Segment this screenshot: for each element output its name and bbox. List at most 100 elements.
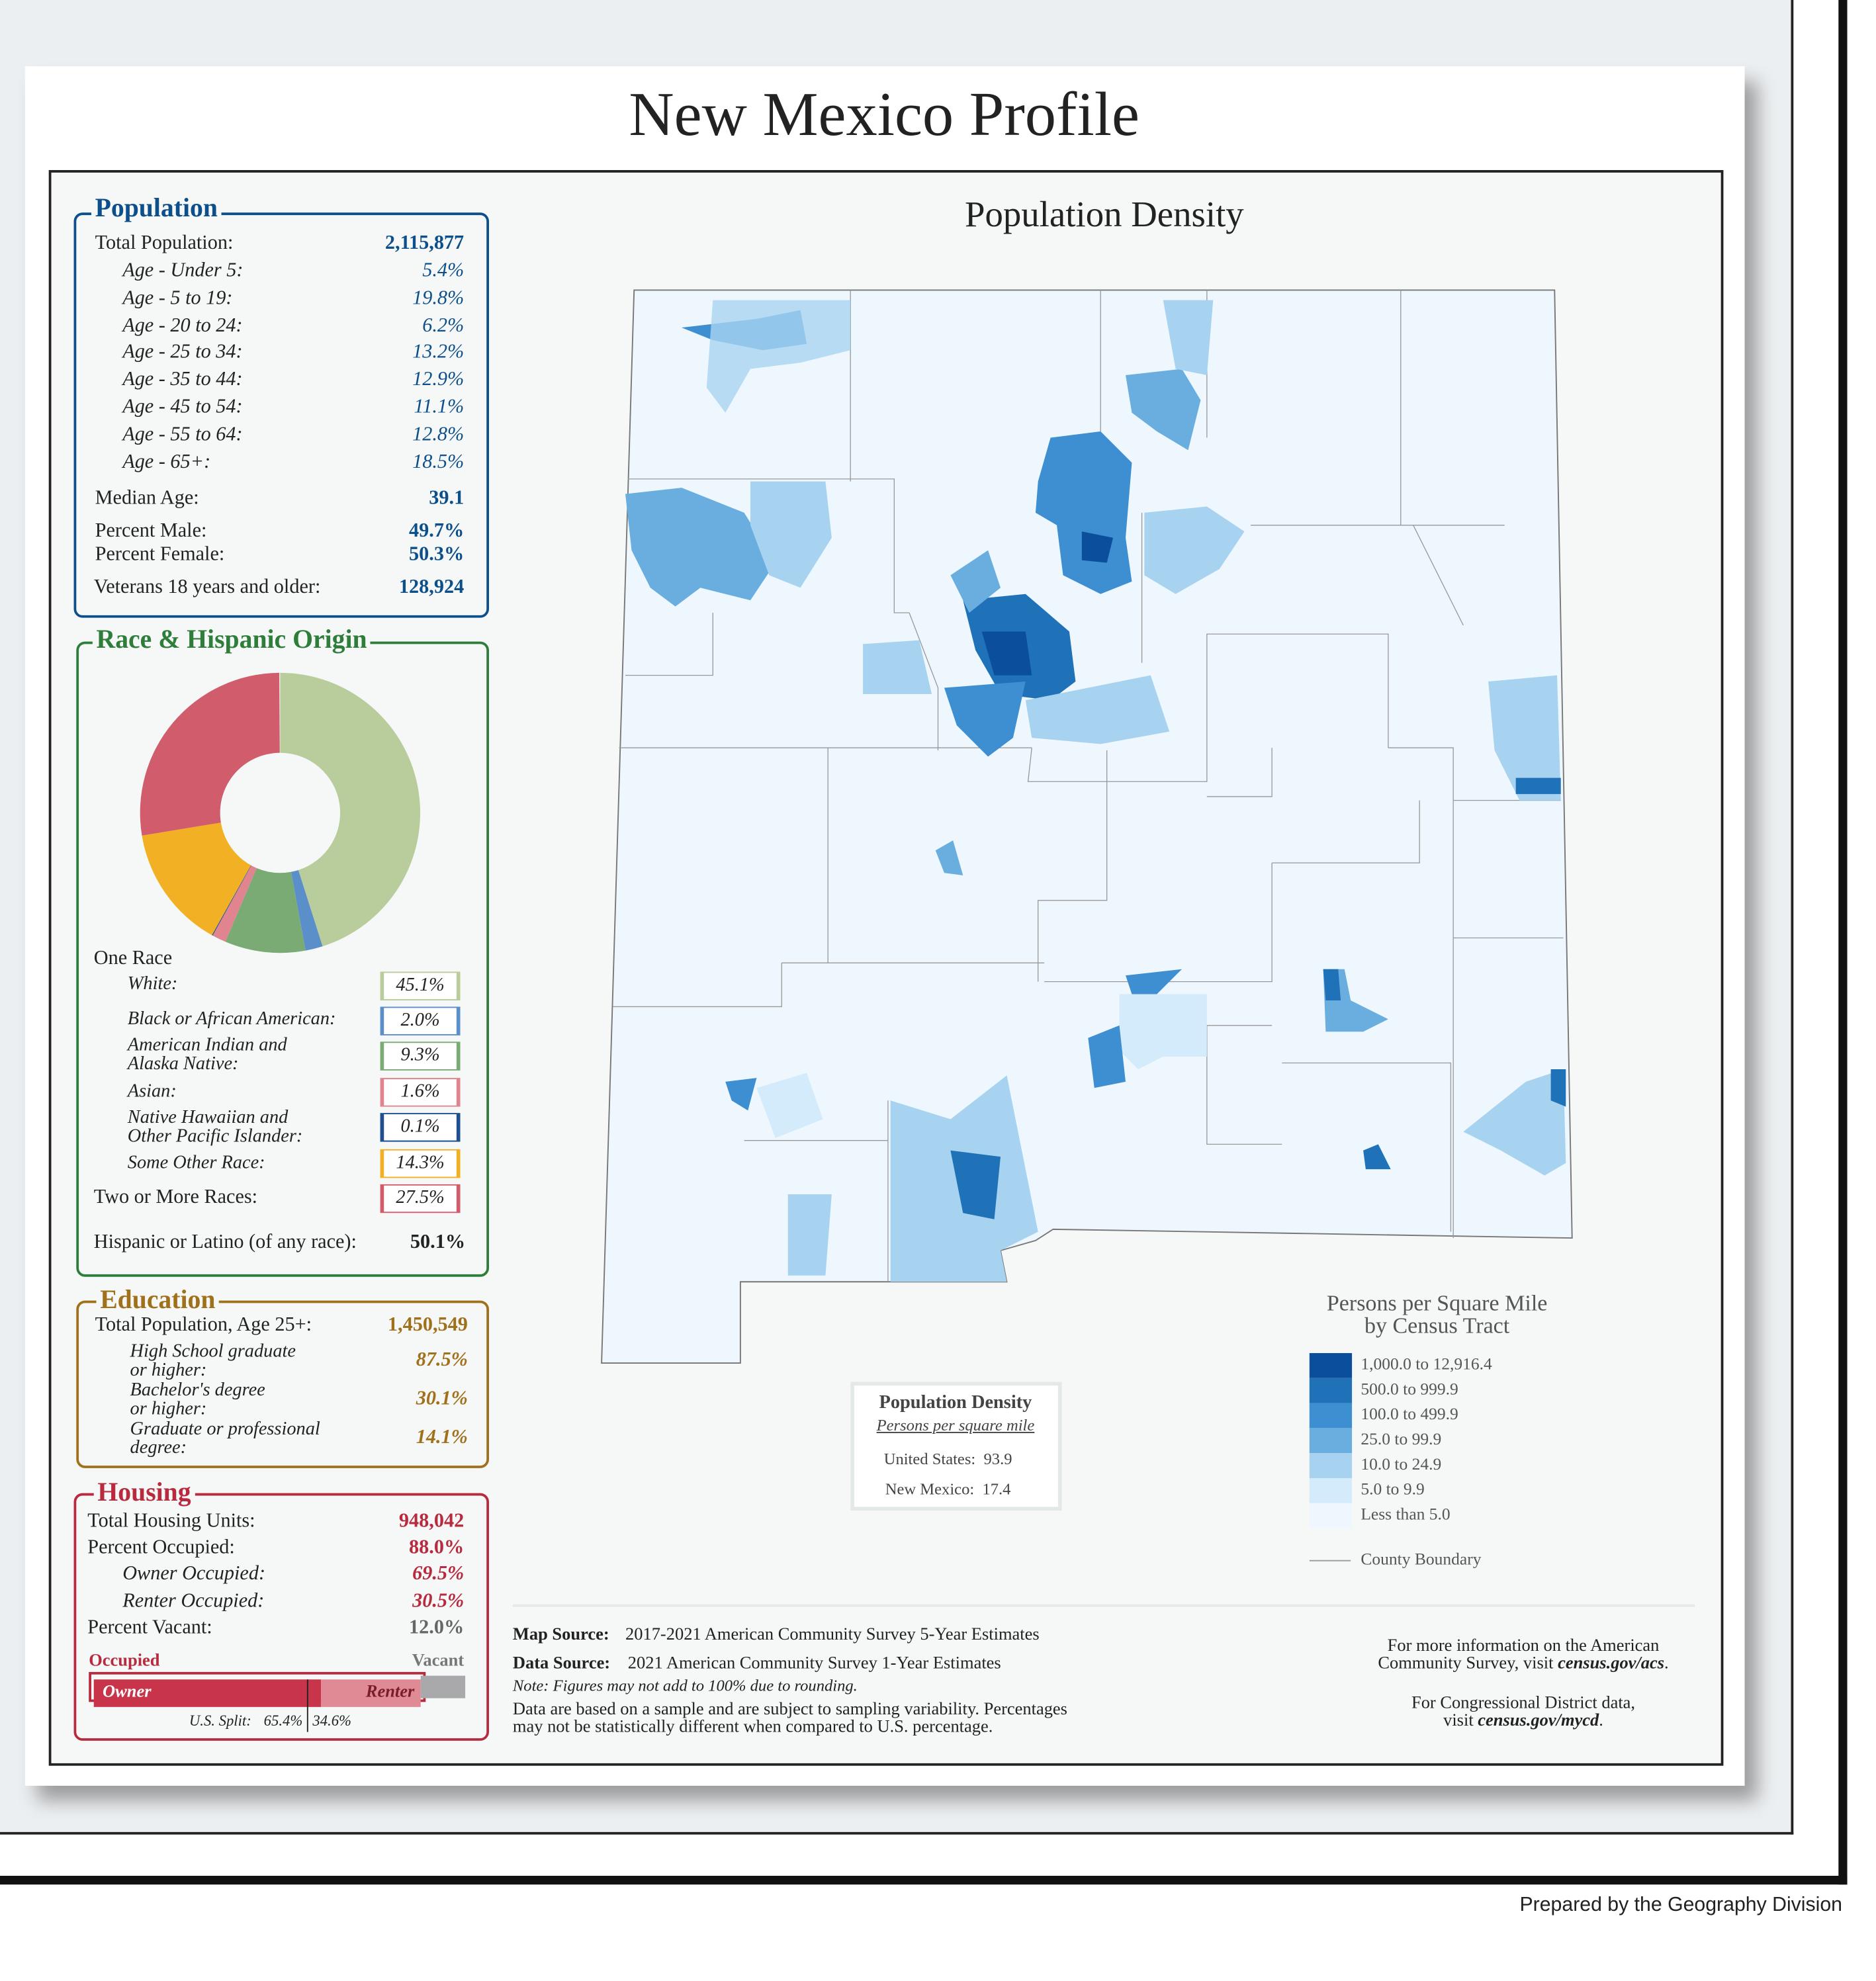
edu-label: Bachelor's degree or higher: xyxy=(130,1380,265,1419)
section-heading: Population xyxy=(91,194,222,222)
donut-slice xyxy=(280,672,421,947)
legend-label: 5.0 to 9.9 xyxy=(1361,1479,1425,1499)
row-value: 2,115,877 xyxy=(384,232,465,254)
age-value: 6.2% xyxy=(422,314,465,336)
legend-swatch xyxy=(1309,1403,1353,1429)
info-note: For Congressional District data, visit c… xyxy=(1336,1694,1711,1732)
donut-slice xyxy=(142,822,251,936)
legend-swatch xyxy=(1309,1503,1353,1528)
age-label: Age - 25 to 34: xyxy=(122,341,243,363)
legend-label: 1,000.0 to 12,916.4 xyxy=(1361,1354,1492,1374)
row-value: 128,924 xyxy=(398,576,465,598)
info-title: Population Density xyxy=(879,1393,1032,1413)
vacant-bar xyxy=(420,1675,466,1698)
donut-slice xyxy=(290,869,323,951)
legend-label: 10.0 to 24.9 xyxy=(1361,1454,1442,1474)
map-title: Population Density xyxy=(964,195,1244,236)
bar-label: Vacant xyxy=(412,1651,465,1671)
race-label: White: xyxy=(127,974,178,994)
row-value: 50.1% xyxy=(410,1231,466,1253)
row-value: 49.7% xyxy=(409,520,465,542)
race-value: 14.3% xyxy=(380,1149,461,1178)
row-label: One Race xyxy=(93,947,173,969)
race-value: 1.6% xyxy=(380,1078,461,1107)
section-heading: Race & Hispanic Origin xyxy=(92,625,371,654)
age-label: Age - 55 to 64: xyxy=(122,423,243,445)
owner-bar xyxy=(93,1679,322,1707)
age-label: Age - 45 to 54: xyxy=(122,396,243,418)
edu-value: 14.1% xyxy=(416,1427,468,1448)
race-value: 27.5% xyxy=(380,1184,461,1213)
edu-label: Graduate or professional degree: xyxy=(130,1419,320,1458)
note-text: For Congressional District data, visit xyxy=(1411,1694,1636,1732)
legend-label: 25.0 to 99.9 xyxy=(1361,1429,1442,1448)
note-text: For more information on the American Com… xyxy=(1378,1637,1660,1674)
legend-swatch xyxy=(1309,1378,1353,1403)
row-label: Percent Vacant: xyxy=(87,1616,212,1638)
row-value: 30.5% xyxy=(412,1591,465,1612)
source-text: 2021 American Community Survey 1-Year Es… xyxy=(627,1654,1001,1673)
source-label: Data Source: xyxy=(512,1654,611,1673)
row-label: Hispanic or Latino (of any race): xyxy=(93,1231,357,1253)
housing-box xyxy=(73,1493,489,1741)
race-label: Asian: xyxy=(127,1081,177,1102)
section-heading: Education xyxy=(96,1286,220,1314)
bar-label: Owner xyxy=(102,1683,152,1702)
age-value: 5.4% xyxy=(422,260,465,282)
row-value: 39.1 xyxy=(429,488,465,509)
row-value: 50.3% xyxy=(409,544,465,566)
row-value: 88.0% xyxy=(409,1536,465,1558)
section-heading: Housing xyxy=(93,1478,195,1507)
legend-swatch xyxy=(1309,1453,1353,1478)
info-row: New Mexico: 17.4 xyxy=(885,1479,1011,1499)
separator xyxy=(512,1604,1695,1607)
age-label: Age - 5 to 19: xyxy=(122,287,233,309)
row-value: 1,450,549 xyxy=(387,1314,468,1336)
row-label: Owner Occupied: xyxy=(122,1563,266,1585)
age-label: Age - 20 to 24: xyxy=(122,314,243,336)
edu-label: High School graduate or higher: xyxy=(130,1341,296,1380)
race-label: Black or African American: xyxy=(127,1009,336,1030)
row-label: Veterans 18 years and older: xyxy=(93,576,321,598)
donut-slice xyxy=(140,672,280,836)
info-note: For more information on the American Com… xyxy=(1336,1638,1711,1674)
legend-swatch xyxy=(1309,1352,1353,1378)
age-value: 12.9% xyxy=(412,369,465,391)
education-box xyxy=(76,1300,489,1468)
row-value: 948,042 xyxy=(398,1511,465,1532)
note-text: . xyxy=(1664,1654,1669,1674)
link-text: census.gov/acs xyxy=(1558,1654,1665,1674)
row-label: Percent Male: xyxy=(95,520,207,542)
info-box xyxy=(850,1382,1062,1511)
legend-swatch xyxy=(1309,1428,1353,1454)
page-title: New Mexico Profile xyxy=(629,79,1139,149)
split-value: 34.6% xyxy=(312,1712,351,1730)
age-value: 13.2% xyxy=(412,341,465,363)
link-text: census.gov/mycd xyxy=(1478,1712,1599,1732)
source-text: 2017-2021 American Community Survey 5-Ye… xyxy=(625,1626,1040,1645)
disclaimer: Data are based on a sample and are subje… xyxy=(512,1700,1067,1738)
split-label: U.S. Split: xyxy=(189,1712,251,1730)
credit: Prepared by the Geography Division xyxy=(1519,1894,1842,1916)
info-subtitle: Persons per square mile xyxy=(876,1415,1035,1434)
donut-slice xyxy=(225,867,306,953)
age-value: 18.5% xyxy=(412,451,465,472)
row-value: 69.5% xyxy=(412,1563,465,1585)
legend-label: Less than 5.0 xyxy=(1361,1504,1451,1524)
legend-label: 100.0 to 499.9 xyxy=(1361,1404,1458,1423)
age-label: Age - Under 5: xyxy=(122,260,244,282)
frame-line xyxy=(0,1876,1848,1885)
row-label: Total Population: xyxy=(95,232,234,254)
frame-line xyxy=(1838,0,1848,1885)
edu-value: 87.5% xyxy=(416,1349,468,1371)
race-value: 9.3% xyxy=(380,1041,461,1071)
info-row: United States: 93.9 xyxy=(883,1449,1012,1468)
row-label: Percent Female: xyxy=(95,544,225,566)
row-label: Percent Occupied: xyxy=(87,1536,235,1558)
age-value: 12.8% xyxy=(412,423,465,445)
source-label: Map Source: xyxy=(512,1626,609,1645)
race-label: Native Hawaiian and Other Pacific Island… xyxy=(127,1108,303,1147)
row-label: Total Population, Age 25+: xyxy=(95,1314,312,1336)
